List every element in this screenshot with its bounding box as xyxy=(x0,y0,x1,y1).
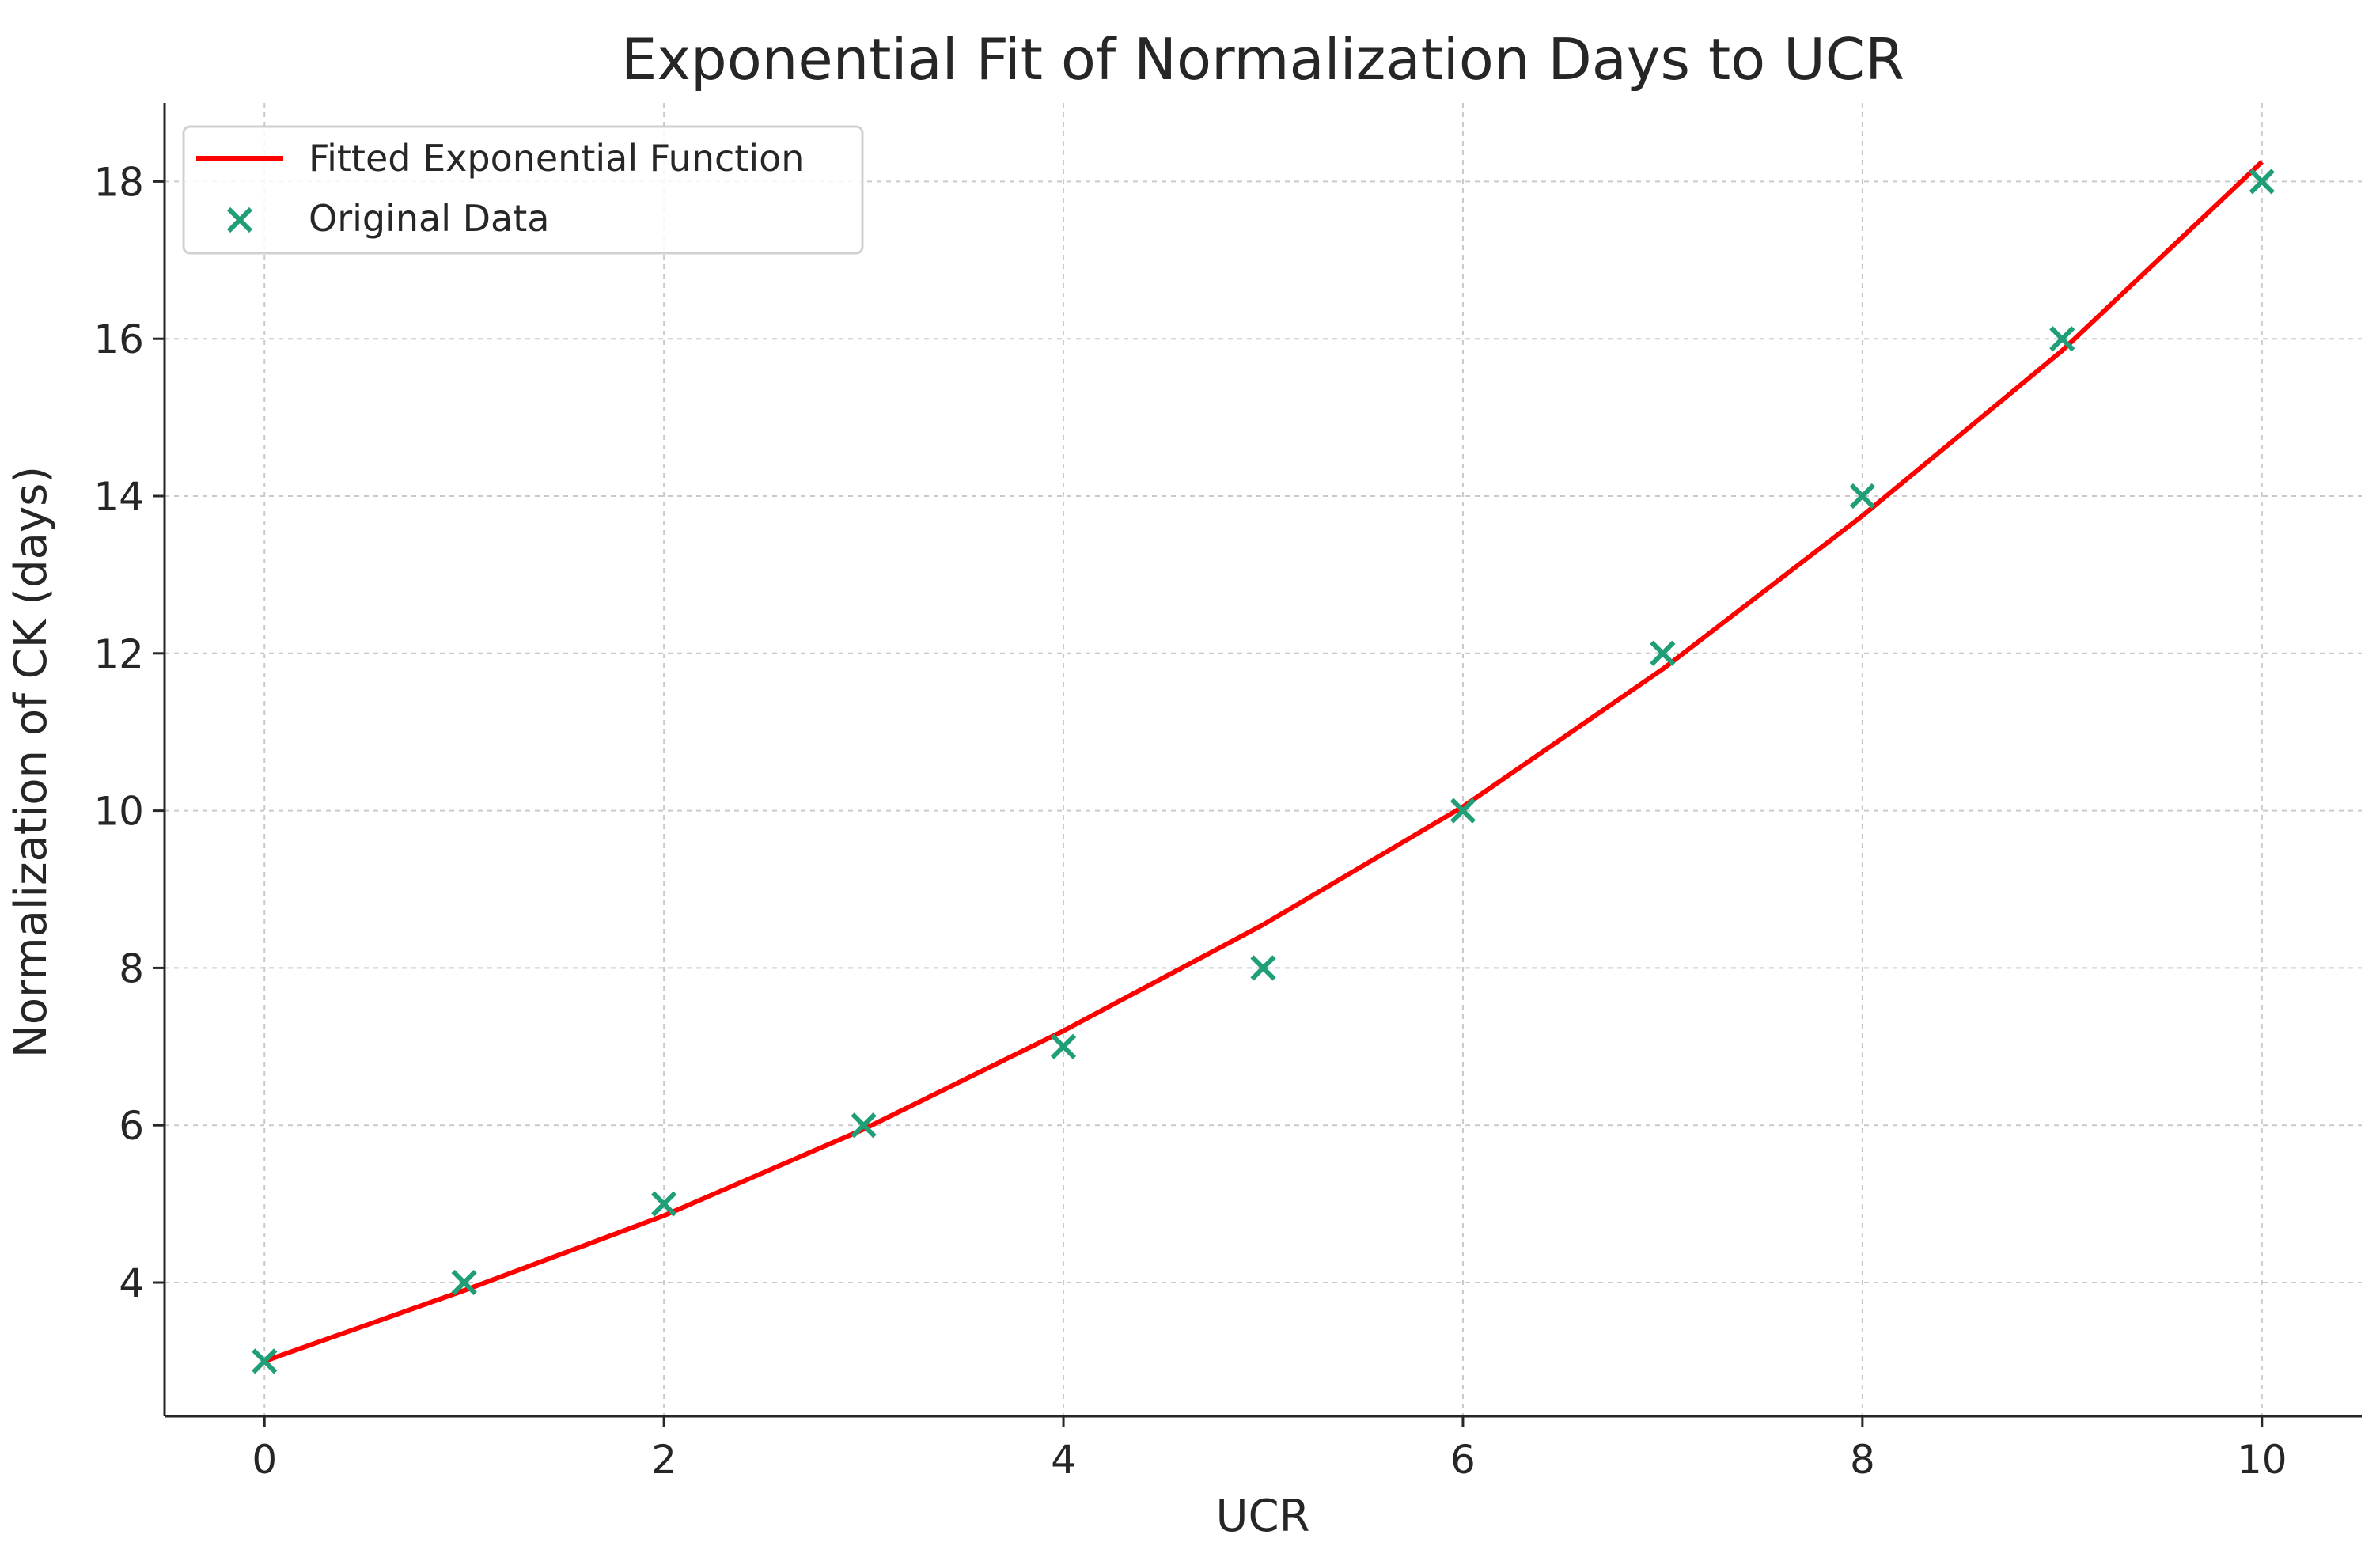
data-series xyxy=(252,160,2275,1374)
x-tick-label: 2 xyxy=(651,1437,676,1483)
marker-stroke xyxy=(1050,1033,1077,1059)
marker-stroke xyxy=(851,1112,877,1139)
grid-lines xyxy=(165,103,2362,1416)
legend-box xyxy=(182,125,864,255)
axis-ticks: 0 2 4 6 8 10 4 6 8 10 12 14 16 18 xyxy=(93,159,2287,1483)
fitted-curve-line xyxy=(263,160,2264,1364)
legend: Fitted Exponential Function Original Dat… xyxy=(182,125,864,255)
marker-stroke xyxy=(1849,483,1875,510)
data-point-marker xyxy=(1450,798,1476,824)
legend-label-fit: Fitted Exponential Function xyxy=(309,137,804,180)
y-tick-label: 16 xyxy=(93,316,144,362)
x-tick-label: 0 xyxy=(252,1437,277,1483)
y-axis-label: Normalization of CK (days) xyxy=(6,466,57,1058)
y-tick-label: 4 xyxy=(119,1260,144,1306)
data-point-marker xyxy=(1650,640,1676,666)
data-point-marker xyxy=(851,1112,877,1139)
y-tick-label: 6 xyxy=(119,1103,144,1149)
legend-marker-stroke xyxy=(226,207,253,233)
y-tick-label: 18 xyxy=(93,159,144,205)
marker-stroke xyxy=(252,1348,278,1374)
x-tick-label: 10 xyxy=(2237,1437,2287,1483)
marker-stroke xyxy=(2049,326,2075,352)
axes-spines xyxy=(163,103,2362,1418)
legend-marker-swatch xyxy=(226,207,253,233)
marker-stroke xyxy=(1250,955,1276,981)
data-point-marker xyxy=(2049,326,2075,352)
data-point-marker xyxy=(252,1348,278,1374)
y-tick-label: 14 xyxy=(93,474,144,520)
data-point-marker xyxy=(1849,483,1875,510)
marker-stroke xyxy=(2249,169,2275,195)
legend-label-data: Original Data xyxy=(309,197,549,240)
data-point-marker xyxy=(1250,955,1276,981)
chart-title: Exponential Fit of Normalization Days to… xyxy=(621,26,1904,93)
data-point-marker xyxy=(651,1191,677,1217)
x-tick-label: 6 xyxy=(1450,1437,1476,1483)
data-point-marker xyxy=(1050,1033,1077,1059)
y-tick-label: 10 xyxy=(93,789,144,835)
data-point-marker xyxy=(2249,169,2275,195)
data-point-marker xyxy=(451,1269,477,1296)
x-tick-label: 4 xyxy=(1051,1437,1076,1483)
marker-stroke xyxy=(451,1269,477,1296)
marker-stroke xyxy=(1450,798,1476,824)
x-tick-label: 8 xyxy=(1850,1437,1875,1483)
marker-stroke xyxy=(1650,640,1676,666)
x-axis-label: UCR xyxy=(1216,1491,1310,1542)
y-tick-label: 8 xyxy=(119,945,144,991)
marker-stroke xyxy=(651,1191,677,1217)
y-tick-label: 12 xyxy=(93,631,144,677)
